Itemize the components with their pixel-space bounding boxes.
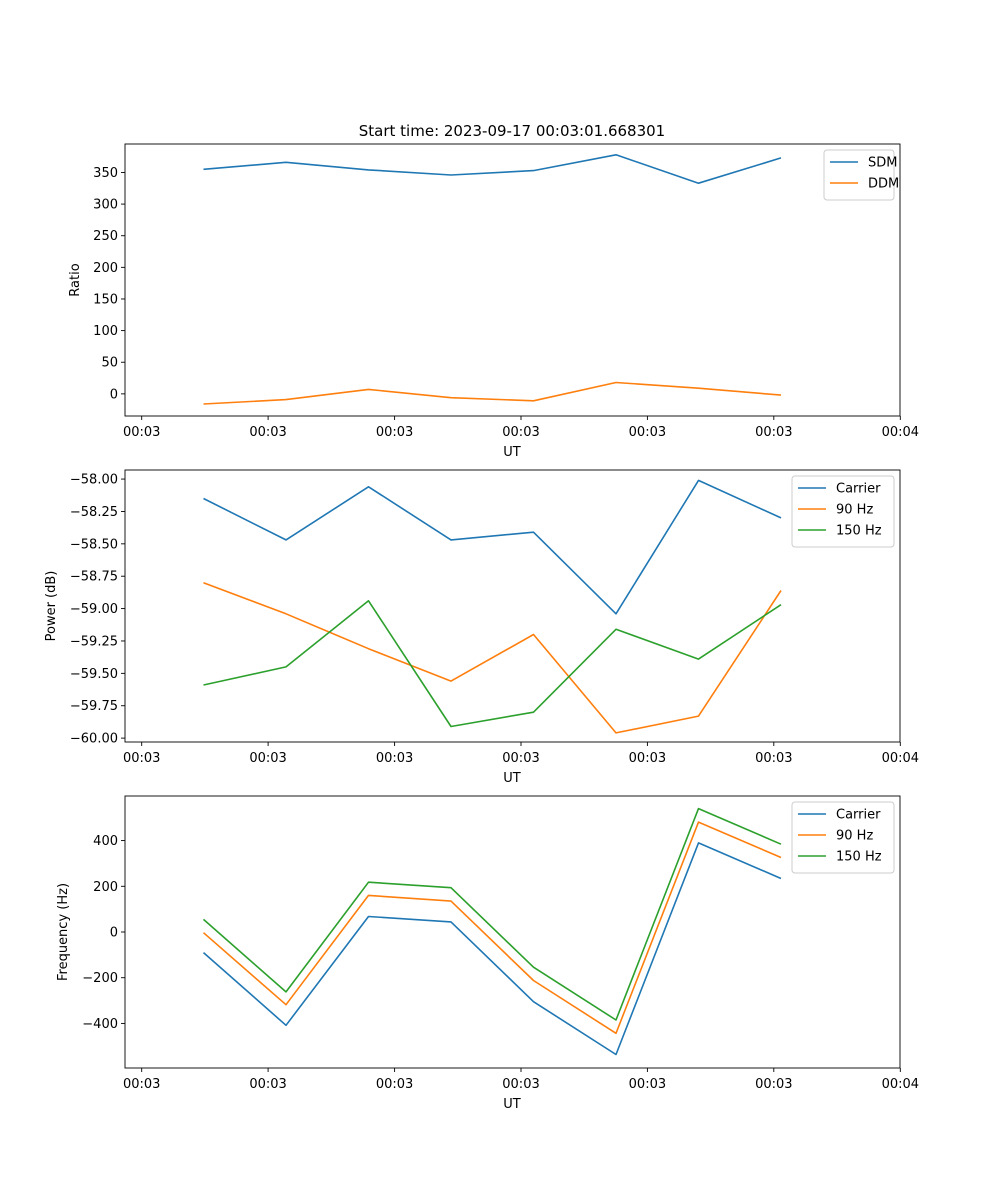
- x-tick-label: 00:03: [123, 751, 160, 766]
- panel-ratio: Start time: 2023-09-17 00:03:01.668301 0…: [68, 122, 919, 460]
- y-tick-label: −59.75: [70, 699, 118, 714]
- y-tick-label: 300: [93, 198, 118, 213]
- y-axis-label: Power (dB): [44, 571, 59, 642]
- panel-frequency: 00:03 00:03 00:03 00:03 00:03 00:03 00:04 −400 −…: [56, 795, 919, 1112]
- series-line-150-hz: [203, 599, 782, 728]
- y-tick-label: −200: [82, 971, 118, 986]
- y-tick-label: 200: [93, 880, 118, 895]
- series-line-90-hz: [202, 821, 782, 1035]
- legend-entry: 150 Hz: [836, 850, 882, 865]
- x-axis-label: UT: [503, 771, 521, 786]
- legend-entry: 90 Hz: [836, 829, 873, 844]
- x-tick-label: 00:03: [376, 425, 413, 440]
- y-tick-label: 350: [93, 166, 118, 181]
- series-line-sdm: [203, 154, 782, 184]
- x-tick-label: 00:03: [249, 425, 286, 440]
- x-tick-label: 00:03: [123, 1077, 160, 1092]
- axes-frame: [124, 143, 901, 417]
- x-tick-label: 00:04: [882, 751, 919, 766]
- y-tick-label: −59.25: [70, 634, 118, 649]
- y-tick-label: 0: [110, 926, 118, 941]
- x-tick-label: 00:03: [376, 1077, 413, 1092]
- x-tick-label: 00:03: [502, 1077, 539, 1092]
- y-tick-label: −400: [82, 1017, 118, 1032]
- y-axis-label: Frequency (Hz): [56, 883, 71, 981]
- legend-entry: Carrier: [836, 808, 881, 823]
- x-tick-label: 00:03: [123, 425, 160, 440]
- legend-entry: SDM: [868, 156, 897, 171]
- plot-area-ratio: 00:03 00:03 00:03 00:03 00:03 00:03 00:04 0 50 10…: [93, 143, 919, 440]
- y-tick-label: −59.00: [70, 602, 118, 617]
- x-tick-label: 00:03: [629, 425, 666, 440]
- y-tick-label: 200: [93, 261, 118, 276]
- x-tick-label: 00:03: [755, 425, 792, 440]
- x-tick-label: 00:04: [882, 425, 919, 440]
- x-tick-label: 00:03: [249, 751, 286, 766]
- x-tick-label: 00:04: [882, 1077, 919, 1092]
- plot-area-frequency: 00:03 00:03 00:03 00:03 00:03 00:03 00:04 −400 −…: [82, 795, 919, 1092]
- x-tick-label: 00:03: [249, 1077, 286, 1092]
- y-tick-label: 100: [93, 324, 118, 339]
- legend-entry: DDM: [868, 177, 899, 192]
- x-tick-label: 00:03: [755, 1077, 792, 1092]
- chart-title: Start time: 2023-09-17 00:03:01.668301: [359, 122, 665, 140]
- series-line-carrier: [203, 479, 782, 615]
- y-tick-label: −60.00: [70, 732, 118, 747]
- panel-power: 00:03 00:03 00:03 00:03 00:03 00:03 00:04 −60.0…: [44, 469, 919, 786]
- x-tick-label: 00:03: [502, 425, 539, 440]
- x-tick-label: 00:03: [629, 751, 666, 766]
- y-tick-label: −59.50: [70, 667, 118, 682]
- y-tick-label: −58.00: [70, 473, 118, 488]
- x-axis-label: UT: [503, 445, 521, 460]
- axes-frame: [124, 469, 901, 743]
- series-line-150-hz: [202, 807, 782, 1021]
- y-tick-label: −58.75: [70, 570, 118, 585]
- legend-entry: 150 Hz: [836, 524, 882, 539]
- x-axis-label: UT: [503, 1097, 521, 1112]
- legend-entry: 90 Hz: [836, 503, 873, 518]
- series-line-carrier: [202, 842, 782, 1056]
- legend-entry: Carrier: [836, 482, 881, 497]
- y-tick-label: 150: [93, 292, 118, 307]
- y-tick-label: 400: [93, 834, 118, 849]
- series-line-90-hz: [203, 581, 782, 734]
- x-tick-label: 00:03: [629, 1077, 666, 1092]
- y-tick-label: −58.25: [70, 505, 118, 520]
- y-tick-label: 50: [101, 356, 118, 371]
- series-line-ddm: [203, 381, 782, 405]
- y-axis-label: Ratio: [68, 263, 83, 296]
- y-tick-label: −58.50: [70, 537, 118, 552]
- x-tick-label: 00:03: [755, 751, 792, 766]
- plot-area-power: 00:03 00:03 00:03 00:03 00:03 00:03 00:04 −60.0…: [70, 469, 919, 766]
- x-tick-label: 00:03: [376, 751, 413, 766]
- y-tick-label: 0: [110, 387, 118, 402]
- x-tick-label: 00:03: [502, 751, 539, 766]
- y-tick-label: 250: [93, 229, 118, 244]
